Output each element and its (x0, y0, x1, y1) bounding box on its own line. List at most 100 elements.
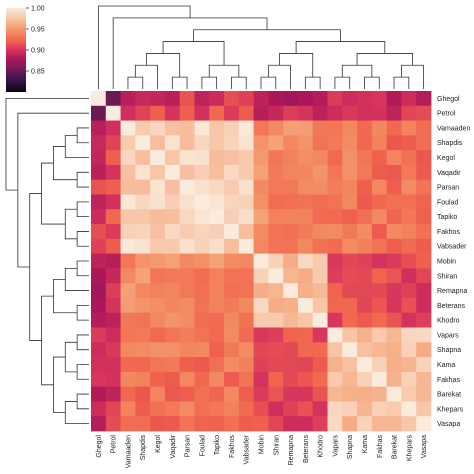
dendrogram-link (231, 76, 247, 89)
heatmap-cell (357, 312, 373, 328)
heatmap-cell (342, 297, 358, 314)
heatmap-cell (327, 150, 343, 166)
heatmap-cell (312, 371, 328, 388)
dendrogram-link (76, 127, 89, 144)
heatmap-cell (268, 386, 284, 402)
column-tick-label: Beterans (303, 435, 310, 464)
heatmap-cell (268, 297, 284, 314)
heatmap-cell (105, 209, 121, 225)
dendrogram-link (76, 393, 89, 410)
heatmap-cell (179, 91, 195, 107)
heatmap-cell (120, 386, 136, 402)
heatmap-cell (401, 194, 417, 210)
heatmap-cell (253, 253, 269, 269)
heatmap-cell (91, 401, 107, 417)
heatmap-cell (253, 312, 269, 328)
row-tick-label: Vasapa (437, 421, 460, 428)
heatmap-cell (150, 371, 166, 388)
row-tick-label: Beterans (437, 303, 466, 310)
heatmap-cell (179, 268, 195, 284)
heatmap-cell (238, 386, 255, 402)
heatmap-cell (327, 386, 343, 402)
heatmap-cell (297, 283, 314, 299)
heatmap-cell (105, 91, 121, 107)
heatmap-cell (194, 91, 210, 107)
dendrogram-link (112, 17, 268, 89)
heatmap-cell (371, 224, 388, 240)
heatmap-cell (312, 416, 328, 432)
heatmap-cell (386, 312, 402, 328)
heatmap-cell (283, 312, 299, 328)
heatmap-cell (312, 297, 328, 314)
heatmap-cell (357, 105, 373, 121)
heatmap-cell (105, 401, 121, 417)
heatmap-cell (105, 342, 121, 358)
heatmap-cell (224, 371, 240, 388)
heatmap-cell (312, 194, 328, 210)
heatmap-cell (416, 386, 432, 402)
heatmap-cell (268, 357, 284, 373)
heatmap-cell (91, 342, 107, 358)
heatmap-cell (342, 312, 358, 328)
dendrogram-link (146, 53, 181, 78)
heatmap-cell (401, 283, 417, 299)
heatmap-cell (268, 105, 284, 121)
heatmap-cell (327, 224, 343, 240)
colorbar-tick-label: 0.85 (31, 69, 45, 76)
dendrogram-link (76, 201, 89, 218)
heatmap-cell (91, 386, 107, 402)
heatmap-cell (253, 150, 269, 166)
column-tick-label: Fakhas (377, 435, 384, 458)
heatmap-cell (224, 105, 240, 121)
heatmap-cell (327, 283, 343, 299)
heatmap-cell (371, 238, 388, 255)
heatmap-cell (105, 120, 121, 136)
heatmap-cell (268, 91, 284, 107)
heatmap-cell (342, 164, 358, 181)
heatmap-cell (401, 357, 417, 373)
heatmap-cell (224, 120, 240, 136)
column-tick-label: Mobin (259, 435, 266, 454)
row-tick-label: Shapdis (437, 140, 463, 147)
heatmap-cell (401, 342, 417, 358)
heatmap-cell (386, 164, 402, 181)
heatmap-cell (253, 342, 269, 358)
column-tick-label: Kama (362, 435, 369, 453)
heatmap-cell (297, 105, 314, 121)
heatmap-cell (253, 224, 269, 240)
heatmap-cell (253, 386, 269, 402)
heatmap-cell (386, 371, 402, 388)
heatmap-cell (357, 416, 373, 432)
heatmap-cell (371, 268, 388, 284)
heatmap-cell (224, 401, 240, 417)
heatmap-cell (327, 209, 343, 225)
heatmap-cell (135, 268, 151, 284)
heatmap-cell (209, 135, 225, 151)
heatmap-cell (224, 135, 240, 151)
heatmap-cell (327, 253, 343, 269)
heatmap-cell (135, 401, 151, 417)
heatmap-cell (401, 179, 417, 195)
heatmap-cell (386, 342, 402, 358)
heatmap-cell (135, 253, 151, 269)
heatmap-cell (164, 120, 181, 136)
heatmap-cell (401, 224, 417, 240)
heatmap-cell (297, 342, 314, 358)
heatmap-cell (327, 194, 343, 210)
heatmap-cell (238, 268, 255, 284)
heatmap-cell (135, 164, 151, 181)
heatmap-cell (224, 342, 240, 358)
dendrogram-link (76, 171, 89, 188)
heatmap-cell (283, 164, 299, 181)
heatmap-cell (179, 224, 195, 240)
heatmap-cell (120, 253, 136, 269)
row-tick-label: Kegol (437, 155, 455, 162)
heatmap-cell (416, 416, 432, 432)
heatmap-cell (342, 371, 358, 388)
heatmap-cell (312, 209, 328, 225)
column-tick-label: Vamaaden (125, 435, 132, 468)
heatmap-cell (416, 120, 432, 136)
heatmap-cell (342, 342, 358, 358)
row-tick-label: Khepars (437, 406, 464, 413)
